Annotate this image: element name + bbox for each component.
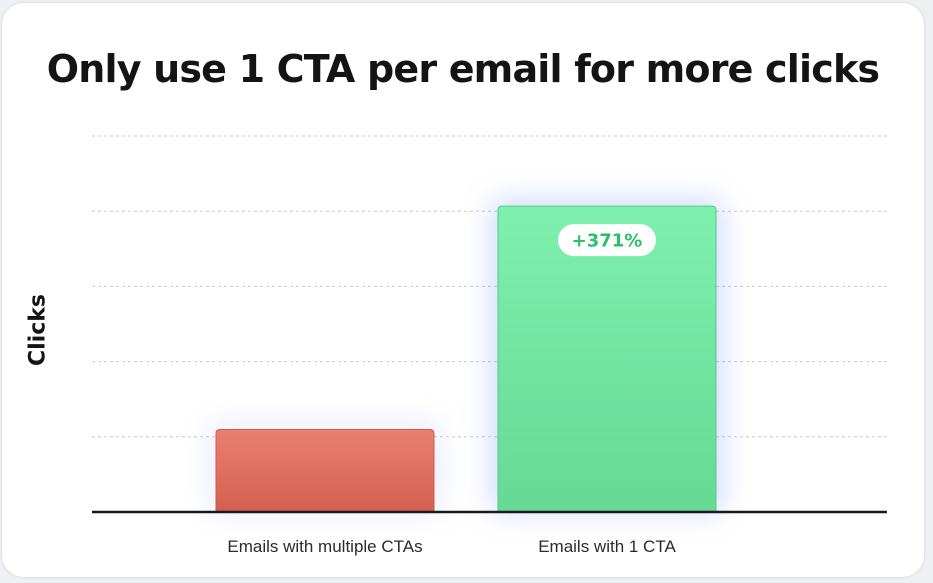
chart-card: Only use 1 CTA per email for more clicks… <box>2 3 924 577</box>
bar-one-cta <box>497 205 717 513</box>
bar-multiple-ctas <box>215 429 435 513</box>
bar-chart: Emails with multiple CTAs Emails with 1 C… <box>92 135 887 556</box>
annotation-badge <box>558 224 656 257</box>
chart-title: Only use 1 CTA per email for more clicks <box>46 47 880 91</box>
annotation-text: +371% <box>572 231 643 252</box>
x-tick-label: Emails with multiple CTAs <box>227 537 422 556</box>
x-tick-label: Emails with 1 CTA <box>538 537 676 556</box>
